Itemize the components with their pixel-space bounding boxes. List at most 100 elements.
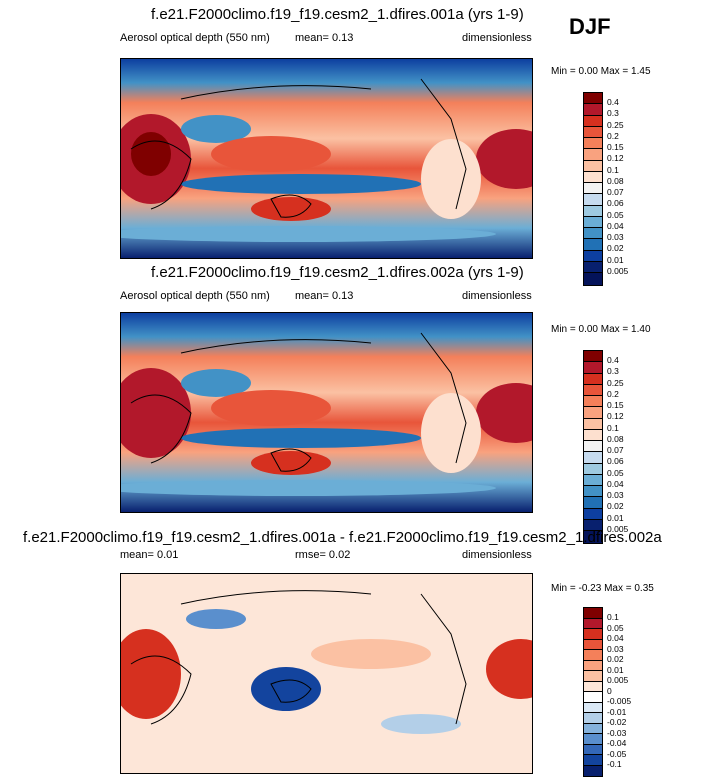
panel1-colorbar	[583, 92, 603, 286]
cbar2-label: 0.1	[607, 422, 619, 433]
cbar3-label: 0.005	[607, 675, 629, 685]
cbar2-label: 0.08	[607, 433, 624, 444]
cbar1-swatch	[584, 115, 602, 127]
cbar1-label: 0.25	[607, 119, 624, 130]
cbar1-label: 0.2	[607, 130, 619, 141]
panel1-mean: mean= 0.13	[295, 32, 354, 44]
cbar3-label: 0.05	[607, 622, 624, 633]
cbar2-label: 0.005	[607, 523, 629, 534]
cbar1-swatch	[584, 104, 602, 116]
panel3-south-pacific-neg	[381, 714, 461, 734]
cbar3-label: -0.05	[607, 748, 627, 759]
panel1-map	[120, 58, 533, 259]
panel1-americas	[421, 139, 481, 219]
panel1-minmax: Min = 0.00 Max = 1.45	[551, 66, 651, 77]
panel1-tibet-low	[181, 115, 251, 143]
panel3-pacific-pos	[311, 639, 431, 669]
cbar3-swatch	[584, 660, 602, 671]
panel2-americas	[421, 393, 481, 473]
cbar1-label: 0.01	[607, 254, 624, 265]
cbar2-swatch	[584, 441, 602, 453]
panel2-asia-high	[211, 390, 331, 426]
cbar1-swatch	[584, 216, 602, 229]
panel3-colorbar-labels: 0.1 0.05 0.04 0.03 0.02 0.01 0.005 0 -0.…	[607, 612, 631, 770]
panel2-coastline-americas	[420, 332, 467, 464]
cbar1-label: 0.1	[607, 164, 619, 175]
cbar3-label: -0.005	[607, 696, 632, 706]
cbar3-swatch	[584, 681, 602, 692]
cbar1-swatch	[584, 261, 602, 274]
panel2-title: f.e21.F2000climo.f19_f19.cesm2_1.dfires.…	[151, 264, 524, 281]
cbar1-swatch	[584, 160, 602, 172]
cbar2-swatch	[584, 418, 602, 430]
cbar3-swatch	[584, 618, 602, 629]
panel2-variable: Aerosol optical depth (550 nm)	[120, 290, 270, 302]
cbar2-label: 0.03	[607, 490, 624, 501]
panel2-mean: mean= 0.13	[295, 290, 354, 302]
cbar1-swatch	[584, 149, 602, 161]
cbar1-label: 0.07	[607, 187, 624, 198]
cbar3-label: -0.1	[607, 759, 622, 769]
panel1-asia-high	[211, 136, 331, 172]
cbar3-label: 0.02	[607, 654, 624, 664]
season-label: DJF	[569, 14, 611, 39]
panel2-units: dimensionless	[462, 290, 532, 302]
cbar1-label: 0.08	[607, 175, 624, 186]
cbar1-swatch	[584, 250, 602, 262]
cbar2-label: 0.06	[607, 456, 624, 467]
cbar2-swatch	[584, 362, 602, 374]
panel3-mean: mean= 0.01	[120, 549, 179, 561]
cbar2-swatch	[584, 463, 602, 475]
panel1-southern-band	[121, 226, 496, 242]
cbar2-swatch	[584, 429, 602, 442]
panel3-africa-pos	[121, 629, 181, 719]
cbar3-label: 0.03	[607, 643, 624, 654]
panel3-coastline-australia	[270, 679, 312, 703]
cbar2-swatch	[584, 407, 602, 419]
panel3-field	[121, 574, 532, 773]
cbar1-label: 0.3	[607, 108, 619, 119]
cbar3-swatch	[584, 713, 602, 724]
cbar3-swatch	[584, 765, 602, 776]
panel2-colorbar	[583, 350, 603, 544]
cbar2-swatch	[584, 531, 602, 543]
panel3-asia-neg	[186, 609, 246, 629]
panel2-africa-high	[121, 368, 191, 458]
panel1-title: f.e21.F2000climo.f19_f19.cesm2_1.dfires.…	[151, 6, 524, 23]
cbar1-swatch	[584, 273, 602, 285]
cbar2-swatch	[584, 396, 602, 408]
panel1-africa-core	[131, 132, 171, 176]
cbar2-label: 0.12	[607, 411, 624, 422]
cbar1-label: 0.05	[607, 209, 624, 220]
panel3-coastline-americas	[420, 593, 467, 725]
cbar3-label: 0.01	[607, 664, 624, 675]
panel2-minmax: Min = 0.00 Max = 1.40	[551, 324, 651, 335]
cbar2-label: 0.01	[607, 512, 624, 523]
panel2-coastline-africa	[130, 394, 192, 464]
cbar2-swatch	[584, 519, 602, 532]
cbar1-label: 0.4	[607, 97, 619, 107]
cbar1-swatch	[584, 228, 602, 240]
cbar3-swatch	[584, 671, 602, 682]
cbar1-swatch	[584, 183, 602, 195]
cbar3-label: 0.1	[607, 612, 619, 622]
panel1-coastline-eurasia	[180, 85, 372, 100]
cbar3-swatch	[584, 692, 602, 703]
panel3-australia-neg	[251, 667, 321, 711]
cbar2-label: 0.05	[607, 467, 624, 478]
cbar1-swatch	[584, 138, 602, 150]
panel1-variable: Aerosol optical depth (550 nm)	[120, 32, 270, 44]
cbar2-label: 0.07	[607, 445, 624, 456]
panel2-itcz-band	[181, 428, 421, 448]
cbar1-label: 0.12	[607, 153, 624, 164]
panel3-coastline-africa	[130, 655, 192, 725]
cbar2-label: 0.4	[607, 355, 619, 365]
cbar1-label: 0.03	[607, 232, 624, 243]
cbar2-swatch	[584, 351, 602, 363]
cbar2-label: 0.15	[607, 400, 624, 411]
panel3-coastline-eurasia	[180, 590, 372, 605]
cbar2-swatch	[584, 497, 602, 509]
cbar2-swatch	[584, 508, 602, 520]
cbar3-swatch	[584, 608, 602, 619]
cbar3-label: 0.04	[607, 633, 624, 643]
